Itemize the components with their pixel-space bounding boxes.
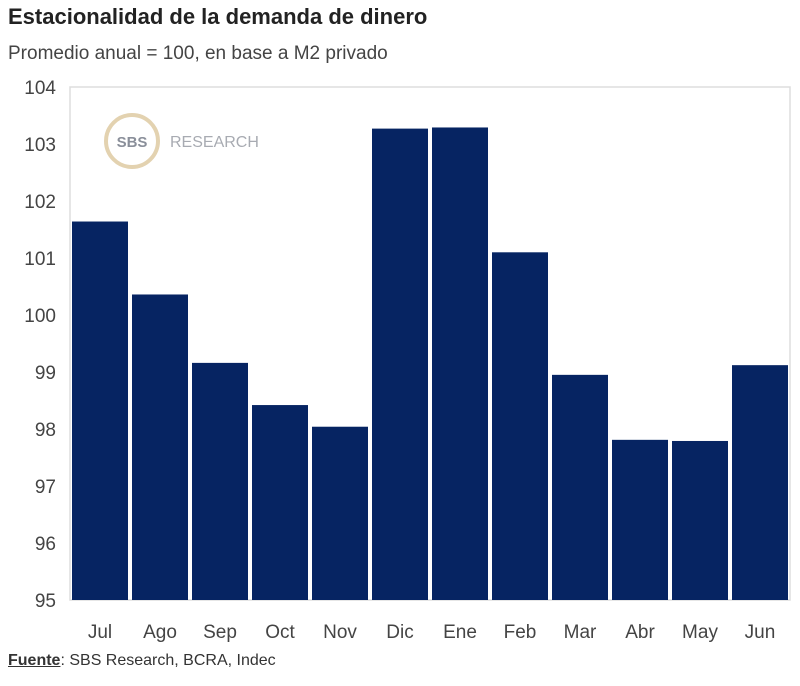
- bar-jun: [732, 365, 788, 600]
- bar-nov: [312, 426, 368, 600]
- bar-may: [672, 440, 728, 600]
- chart-subtitle: Promedio anual = 100, en base a M2 priva…: [8, 43, 388, 64]
- bar-ago: [132, 294, 188, 600]
- y-tick-label: 100: [24, 306, 56, 327]
- x-tick-label: Ago: [143, 622, 177, 643]
- y-tick-label: 96: [35, 534, 56, 555]
- bar-feb: [492, 252, 548, 601]
- y-tick-label: 102: [24, 192, 56, 213]
- x-tick-label: May: [682, 622, 718, 643]
- x-tick-label: Sep: [203, 622, 237, 643]
- y-tick-label: 95: [35, 591, 56, 612]
- bar-dic: [372, 128, 428, 601]
- chart-title: Estacionalidad de la demanda de dinero: [8, 4, 428, 29]
- source-note: Fuente: SBS Research, BCRA, Indec: [8, 652, 276, 670]
- bar-ene: [432, 127, 488, 600]
- y-tick-label: 97: [35, 477, 56, 498]
- y-tick-label: 101: [24, 249, 56, 270]
- bar-jul: [72, 221, 128, 600]
- bar-oct: [252, 405, 308, 600]
- x-tick-label: Ene: [443, 622, 477, 643]
- x-tick-label: Jun: [745, 622, 776, 643]
- bar-abr: [612, 439, 668, 600]
- source-label: Fuente: [8, 652, 61, 669]
- x-tick-label: Mar: [564, 622, 597, 643]
- bar-mar: [552, 374, 608, 600]
- watermark-logo: SBS RESEARCH: [104, 113, 259, 169]
- watermark-text: RESEARCH: [170, 134, 259, 151]
- source-text: : SBS Research, BCRA, Indec: [60, 652, 276, 669]
- x-tick-label: Jul: [88, 622, 112, 643]
- x-tick-label: Nov: [323, 622, 357, 643]
- y-tick-label: 104: [24, 78, 56, 99]
- y-tick-label: 103: [24, 135, 56, 156]
- y-tick-label: 99: [35, 363, 56, 384]
- plot-area: [69, 86, 791, 601]
- y-tick-label: 98: [35, 420, 56, 441]
- bar-sep: [192, 362, 248, 600]
- x-tick-label: Feb: [504, 622, 537, 643]
- watermark-logo-text: SBS: [117, 134, 148, 151]
- x-tick-label: Abr: [625, 622, 655, 643]
- x-tick-label: Oct: [265, 622, 295, 643]
- x-tick-label: Dic: [386, 622, 413, 643]
